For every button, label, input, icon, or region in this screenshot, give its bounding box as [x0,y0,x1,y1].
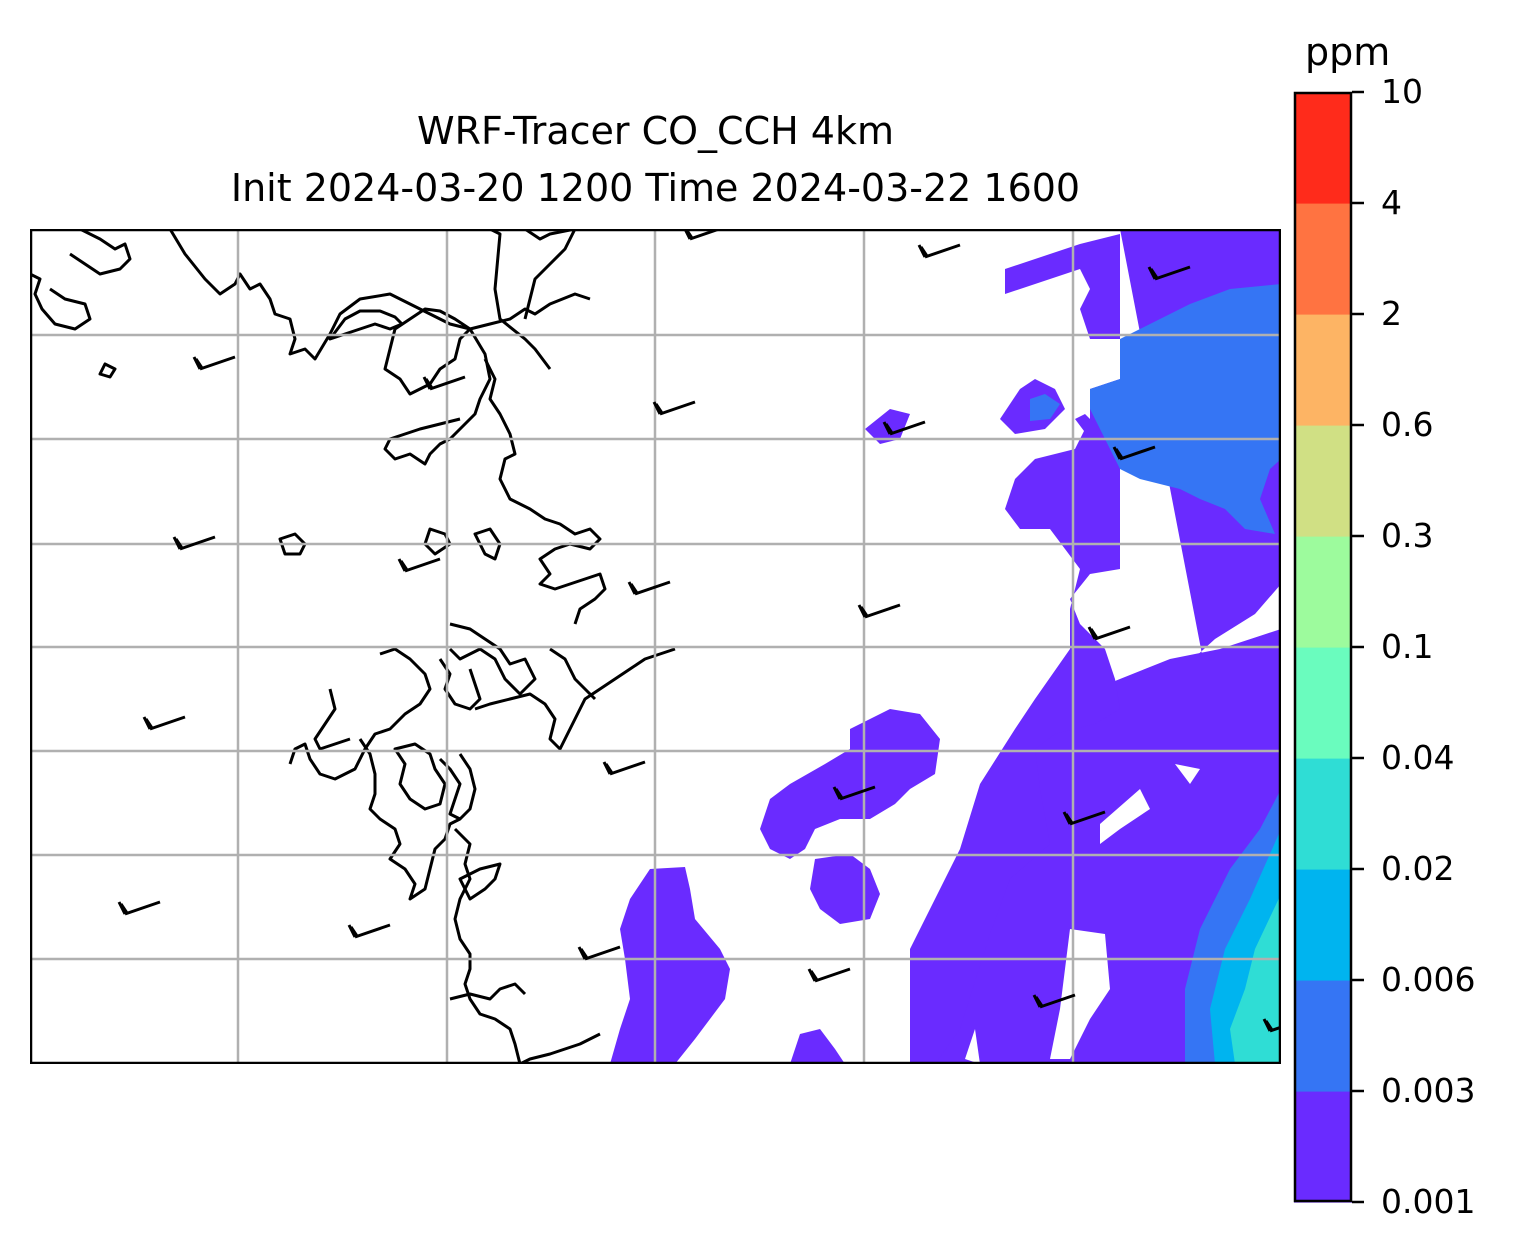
colorbar-tick-label: 0.04 [1381,738,1455,777]
wind-barb-icon [832,785,876,801]
wind-barb-icon [1147,265,1191,281]
wind-barbs [117,229,1281,1033]
colorbar-tick-label: 0.001 [1381,1182,1476,1221]
map-panel [30,229,1281,1064]
wind-barb-icon [1062,810,1106,826]
colorbar-tick-label: 0.1 [1381,627,1434,666]
map-frame [30,229,1281,1064]
colorbar-segment-6 [1294,425,1352,537]
colorbar-tick-label: 0.003 [1381,1071,1476,1110]
colorbar [1293,90,1364,1204]
colorbar-tick-label: 0.006 [1381,960,1476,999]
map-gridlines [30,229,1281,1064]
wind-barb-icon [627,580,671,596]
wind-barb-icon [192,355,236,371]
tracer-fill-band-3 [1230,894,1281,1064]
colorbar-segment-0 [1294,1091,1352,1203]
colorbar-segment-7 [1294,314,1352,426]
tracer-clear-pockets [965,764,1200,1064]
chart-title-line-1: WRF-Tracer CO_CCH 4km [417,109,894,153]
chart-title-line-2: Init 2024-03-20 1200 Time 2024-03-22 160… [230,166,1081,210]
colorbar-segment-9 [1294,92,1352,204]
colorbar-segment-4 [1294,647,1352,759]
wind-barb-icon [397,557,441,573]
wind-barb-icon [857,603,901,619]
colorbar-tick-label: 4 [1381,183,1402,222]
colorbar-frame [1293,91,1353,1203]
colorbar-tick-label: 2 [1381,294,1402,333]
wind-barb-icon [1112,445,1156,461]
colorbar-tick-label: 0.02 [1381,849,1455,888]
wind-barb-icon [917,243,961,259]
wind-barb-icon [602,760,646,776]
colorbar-segment-1 [1294,980,1352,1092]
colorbar-segment-3 [1294,758,1352,870]
colorbar-tick-label: 0.6 [1381,405,1434,444]
colorbar-segment-5 [1294,536,1352,648]
colorbar-tick-label: 0.3 [1381,516,1434,555]
coastline [30,229,676,1064]
wind-barb-icon [142,715,186,731]
wind-barb-icon [807,967,851,983]
colorbar-segment-8 [1294,203,1352,315]
wind-barb-icon [422,375,466,391]
wind-barb-icon [172,535,216,551]
wind-barb-icon [117,900,161,916]
wind-barb-icon [1262,1018,1281,1033]
wind-barb-icon [882,420,926,436]
colorbar-units-label: ppm [1305,30,1391,74]
wind-barb-icon [347,923,391,939]
wind-barb-icon [1032,993,1076,1009]
wind-barb-icon [652,400,696,416]
wind-barb-icon [1087,625,1131,641]
wind-barb-icon [577,945,621,961]
colorbar-segment-2 [1294,869,1352,981]
colorbar-tick-label: 10 [1381,72,1423,111]
